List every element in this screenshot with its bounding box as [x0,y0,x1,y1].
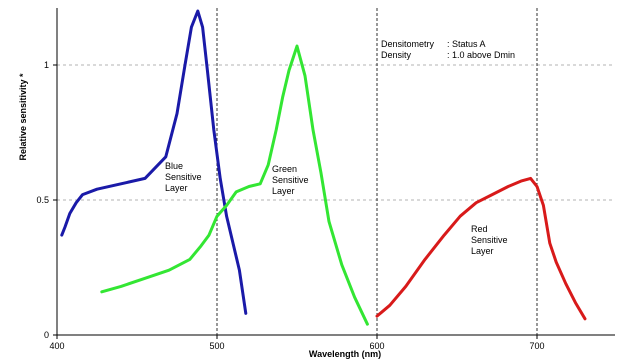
red-label-line-1: Red [471,224,488,234]
x-tick-label-2: 600 [369,341,384,351]
y-tick-label-2: 1 [44,60,49,70]
series-layer [60,9,587,326]
red-sensitivity-curve [375,176,587,321]
blue-label-line-1: Blue [165,161,183,171]
red-label-line-3: Layer [471,246,494,256]
annotation-row2-value: : 1.0 above Dmin [447,50,515,60]
blue-label-line-3: Layer [165,183,188,193]
blue-label-line-2: Sensitive [165,172,202,182]
red-layer-label: Red Sensitive Layer [471,224,508,256]
y-tick-label-0: 0 [44,330,49,340]
green-label-line-2: Sensitive [272,175,309,185]
green-label-line-1: Green [272,164,297,174]
y-axis-title: Relative sensitivity * [18,73,28,161]
axes-layer: 400 500 600 700 0 0.5 1 [36,8,615,351]
annotation-row1-value: : Status A [447,39,486,49]
green-sensitivity-curve [100,44,369,326]
x-tick-label-0: 400 [49,341,64,351]
x-axis-title: Wavelength (nm) [309,349,381,359]
y-tick-label-1: 0.5 [36,195,49,205]
blue-sensitivity-curve [60,9,248,315]
labels-layer: Relative sensitivity * Wavelength (nm) D… [18,39,515,359]
annotation-row2-key: Density [381,50,412,60]
x-tick-label-3: 700 [529,341,544,351]
red-label-line-2: Sensitive [471,235,508,245]
green-layer-label: Green Sensitive Layer [272,164,309,196]
grid-layer [57,8,615,335]
annotation-row1-key: Densitometry [381,39,435,49]
x-tick-label-1: 500 [209,341,224,351]
blue-layer-label: Blue Sensitive Layer [165,161,202,193]
green-label-line-3: Layer [272,186,295,196]
